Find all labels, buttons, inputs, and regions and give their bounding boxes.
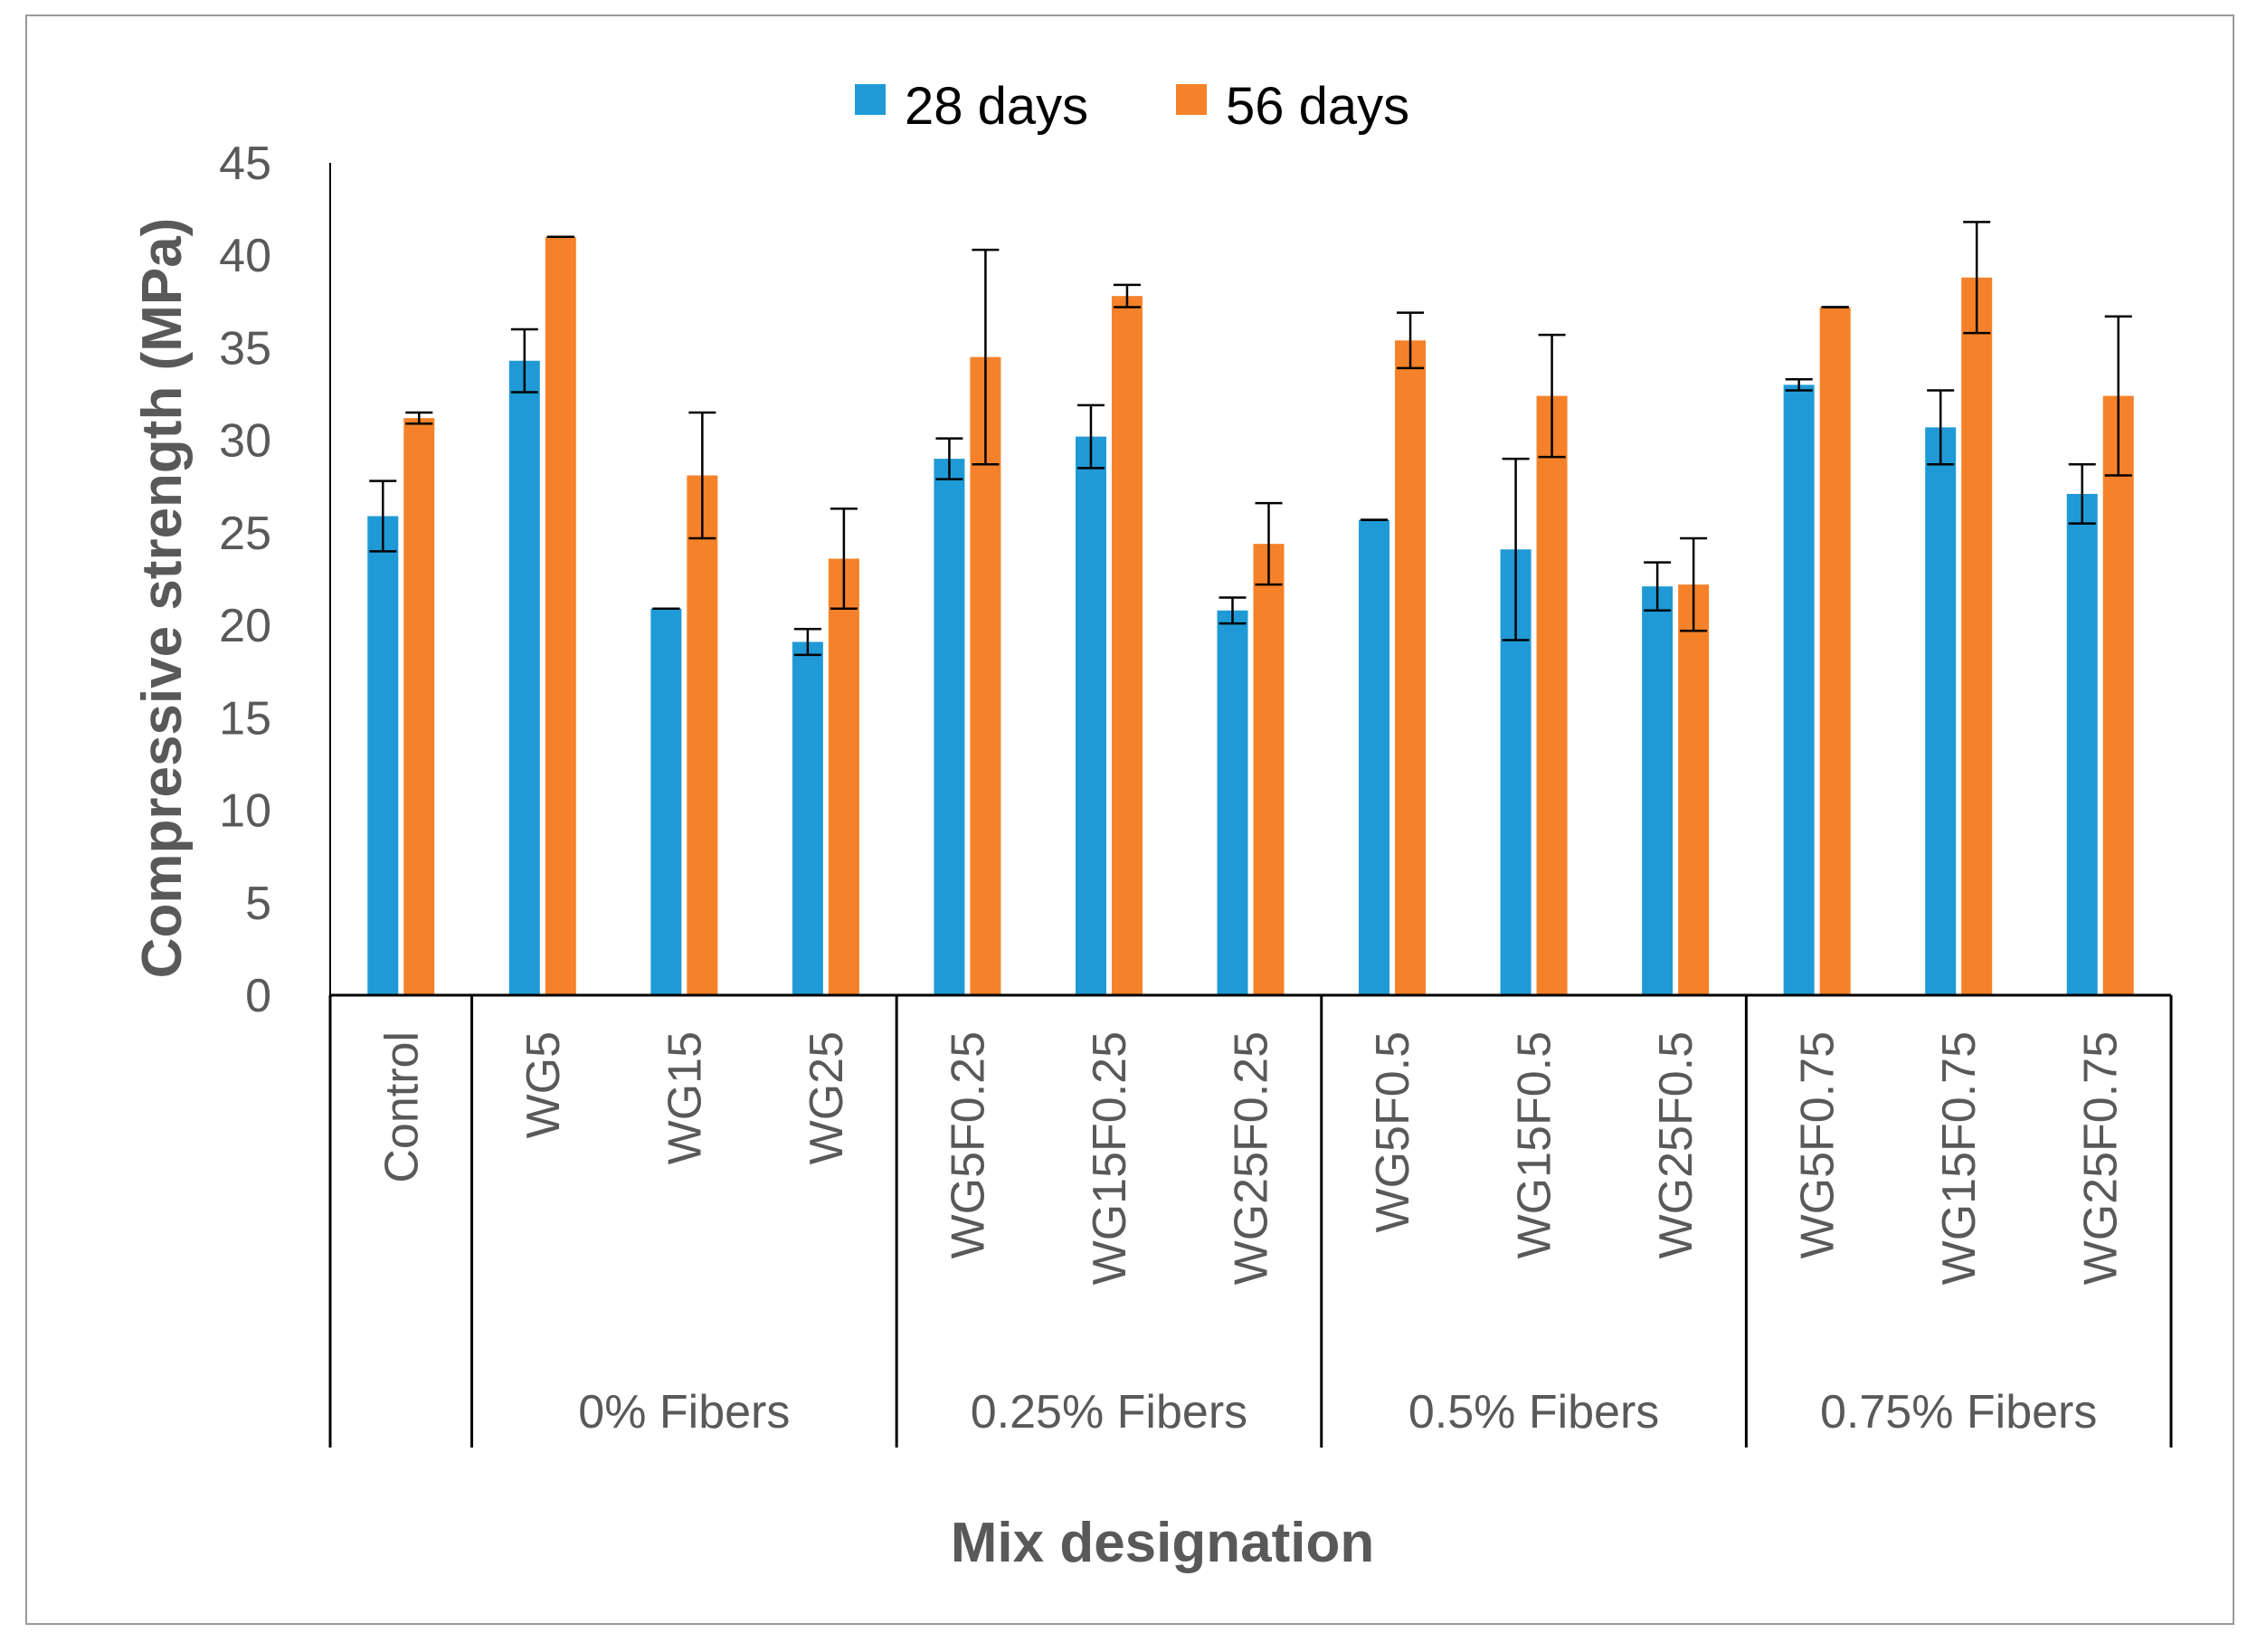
legend: 28 days 56 days xyxy=(855,77,1409,136)
group-label: 0.75% Fibers xyxy=(1820,1386,2097,1438)
bar-56-days-WG15 xyxy=(687,475,718,995)
bar-56-days-Control xyxy=(403,418,435,996)
bar-28-days-WG25F0.5 xyxy=(1642,586,1674,995)
y-tick-label: 40 xyxy=(219,230,271,282)
bar-28-days-WG25F0.75 xyxy=(2066,493,2098,995)
y-tick-label: 10 xyxy=(219,785,271,838)
legend-swatch-28-days xyxy=(855,84,886,115)
x-category-label: WG25F0.5 xyxy=(1650,1031,1702,1258)
x-category-label: WG25F0.25 xyxy=(1226,1031,1278,1285)
bar-56-days-WG15F0.75 xyxy=(1961,277,1993,995)
bar-28-days-WG25F0.25 xyxy=(1217,610,1248,995)
legend-label-56-days: 56 days xyxy=(1226,77,1409,136)
x-category-label: WG15F0.25 xyxy=(1084,1031,1136,1285)
legend-label-28-days: 28 days xyxy=(905,77,1088,136)
group-label: 0.25% Fibers xyxy=(971,1386,1247,1438)
y-axis-title: Compressive strength (MPa) xyxy=(131,218,194,979)
bar-56-days-WG15F0.5 xyxy=(1536,395,1568,996)
x-category-label: WG15F0.5 xyxy=(1509,1031,1561,1258)
bar-56-days-WG25 xyxy=(828,558,859,995)
x-category-label: Control xyxy=(375,1031,428,1183)
x-category-label: WG15 xyxy=(659,1031,711,1164)
bar-28-days-WG15F0.75 xyxy=(1925,427,1957,995)
y-tick-label: 5 xyxy=(245,878,271,930)
y-tick-label: 15 xyxy=(219,692,271,745)
legend-swatch-56-days xyxy=(1176,84,1207,115)
x-axis-title: Mix designation xyxy=(951,1512,1374,1574)
bar-28-days-WG5F0.5 xyxy=(1359,519,1390,995)
x-category-label: WG25F0.75 xyxy=(2075,1031,2128,1285)
bar-56-days-WG25F0.25 xyxy=(1253,544,1285,995)
bar-56-days-WG5F0.5 xyxy=(1395,340,1427,995)
bar-28-days-WG5F0.25 xyxy=(934,459,965,996)
x-category-label: WG25 xyxy=(801,1031,853,1164)
y-tick-label: 20 xyxy=(219,600,271,652)
y-tick-label: 35 xyxy=(219,322,271,375)
x-category-label: WG5 xyxy=(517,1031,570,1138)
group-label: 0.5% Fibers xyxy=(1408,1386,1659,1438)
bar-56-days-WG15F0.25 xyxy=(1111,296,1143,995)
x-category-label: WG15F0.75 xyxy=(1933,1031,1986,1285)
bar-28-days-WG5F0.75 xyxy=(1783,385,1815,995)
bar-28-days-WG15F0.25 xyxy=(1075,436,1106,996)
bar-28-days-WG5 xyxy=(508,360,540,995)
plot-area: 0 5 10 15 20 25 30 35 40 45 Control WG5 WG15 WG25 WG5F… xyxy=(219,138,2173,1448)
group-label: 0% Fibers xyxy=(578,1386,790,1438)
y-tick-label: 0 xyxy=(245,970,271,1022)
y-tick-label: 45 xyxy=(219,138,271,190)
x-category-label: WG5F0.25 xyxy=(942,1031,994,1258)
bar-56-days-WG25F0.5 xyxy=(1678,584,1710,995)
bar-56-days-WG25F0.75 xyxy=(2102,395,2134,996)
chart-frame xyxy=(25,14,2234,1625)
bar-28-days-WG25 xyxy=(792,641,823,995)
x-category-label: WG5F0.5 xyxy=(1367,1031,1419,1233)
bar-56-days-WG5F0.75 xyxy=(1819,307,1851,995)
bar-28-days-WG15 xyxy=(650,608,682,995)
x-category-label: WG5F0.75 xyxy=(1792,1031,1844,1258)
bar-28-days-Control xyxy=(367,516,399,995)
bar-56-days-WG5 xyxy=(545,236,576,995)
y-tick-label: 30 xyxy=(219,415,271,468)
y-tick-label: 25 xyxy=(219,508,271,560)
